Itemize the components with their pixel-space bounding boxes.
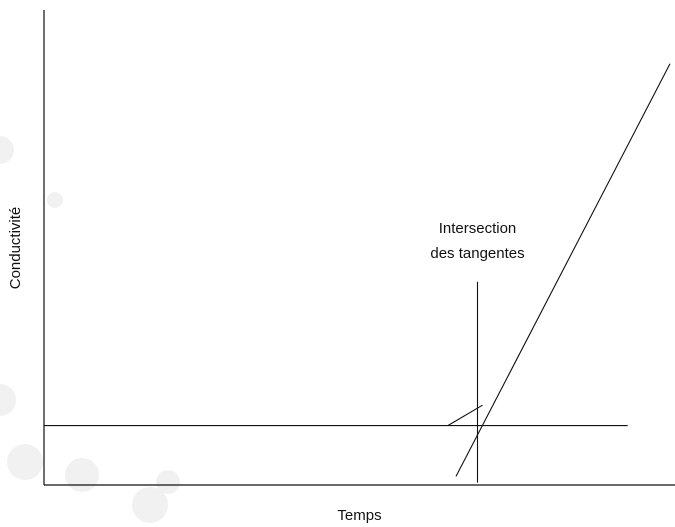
y-axis-label: Conductivité [7, 207, 24, 290]
decor-dot-2 [0, 384, 16, 416]
annotation-line-2: des tangentes [430, 245, 524, 262]
decor-dot-6 [156, 470, 180, 494]
decor-dot-4 [65, 458, 99, 492]
decor-dot-7 [0, 136, 14, 164]
series-line-2 [455, 63, 671, 477]
x-axis-label: Temps [337, 507, 381, 524]
series-line-3 [447, 404, 483, 427]
decor-dot-3 [7, 444, 43, 480]
decor-dot-1 [47, 192, 63, 208]
series-layer [44, 63, 671, 483]
background-decoration [0, 136, 180, 523]
decor-dot-5 [132, 487, 168, 523]
annotation-line-1: Intersection [439, 220, 517, 237]
